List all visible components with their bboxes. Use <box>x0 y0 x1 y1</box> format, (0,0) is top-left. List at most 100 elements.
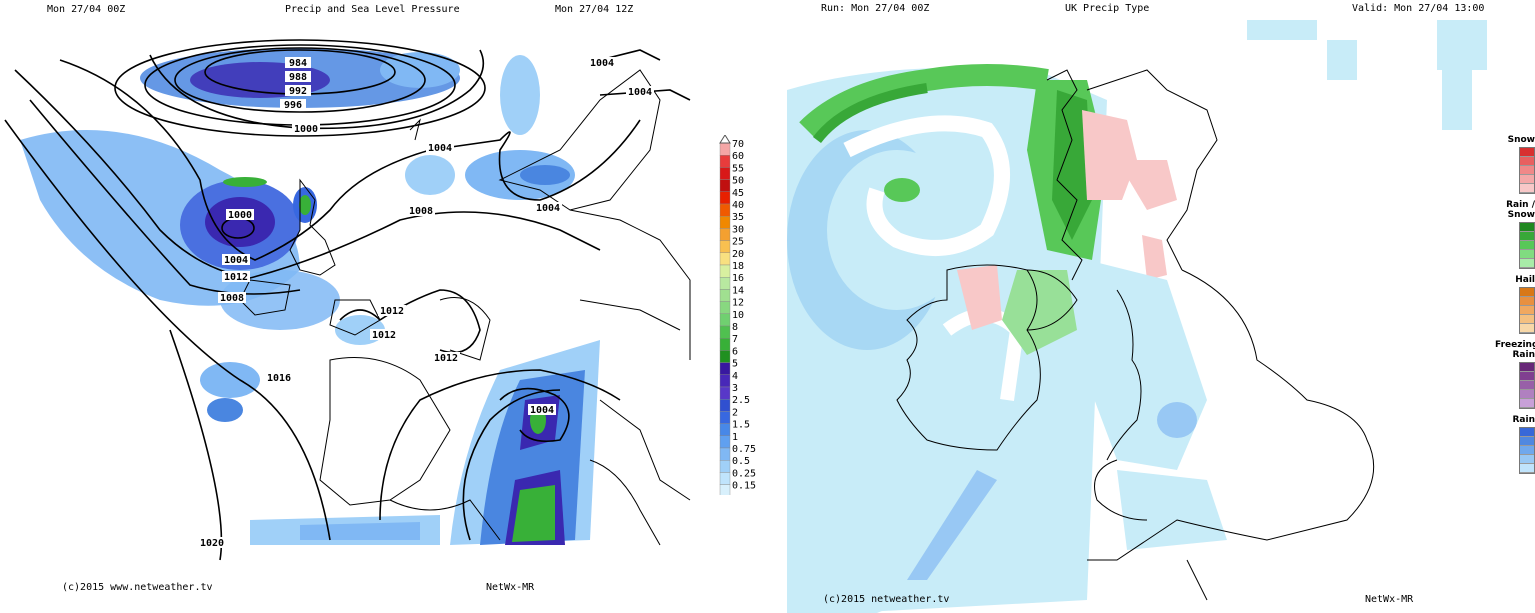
uk-precip-type-panel: Run: Mon 27/04 00Z UK Precip Type Valid:… <box>787 0 1535 613</box>
left-chart-title: Precip and Sea Level Pressure <box>285 4 460 15</box>
isobar-labels: 984 988 992 996 1000 1004 1004 1004 1004… <box>198 57 654 549</box>
scale-label: 12 <box>732 298 744 309</box>
scale-label: 35 <box>732 212 744 223</box>
scale-swatch <box>719 423 731 437</box>
isobar-label: 996 <box>284 100 302 111</box>
scale-label: 2 <box>732 407 738 418</box>
scale-label: 16 <box>732 273 744 284</box>
legend-swatch <box>1520 455 1534 464</box>
scale-swatch <box>719 301 731 315</box>
left-model-name: NetWx-MR <box>486 582 535 593</box>
scale-swatch <box>719 386 731 400</box>
precip-sea-level-pressure-panel: Mon 27/04 00Z Precip and Sea Level Press… <box>0 0 760 613</box>
isobar-label: 984 <box>289 58 307 69</box>
legend-group: Rain <box>1477 415 1535 474</box>
isobar-label: 1004 <box>224 255 248 266</box>
scale-label: 70 <box>732 139 744 150</box>
scale-label: 7 <box>732 334 738 345</box>
scale-swatch <box>719 215 731 229</box>
legend-swatch <box>1520 381 1534 390</box>
legend-swatch <box>1520 157 1534 166</box>
left-copyright: (c)2015 www.netweather.tv <box>62 582 213 593</box>
scale-swatch <box>719 191 731 205</box>
scale-label: 4 <box>732 371 738 382</box>
isobar-label: 1008 <box>220 293 244 304</box>
scale-swatch <box>719 350 731 363</box>
scale-label: 5 <box>732 359 738 370</box>
scale-swatch <box>719 374 731 388</box>
isobar-label: 1012 <box>372 330 396 341</box>
precip-type-legend: Snow Rain / Snow Hail Freezing Rain Rain <box>1477 135 1535 480</box>
scale-swatch <box>719 411 731 424</box>
legend-title: Hail <box>1515 275 1535 285</box>
legend-swatch <box>1520 306 1534 315</box>
scale-swatch <box>719 447 731 461</box>
right-run-time: Run: Mon 27/04 00Z <box>821 3 930 14</box>
pressure-map: 984 988 992 996 1000 1004 1004 1004 1004… <box>4 39 691 561</box>
legend-swatch <box>1520 399 1534 408</box>
legend-swatch <box>1520 241 1534 250</box>
legend-swatch <box>1520 184 1534 193</box>
isobar-label: 1004 <box>590 58 614 69</box>
scale-label: 18 <box>732 261 744 272</box>
legend-swatch <box>1520 437 1534 446</box>
scale-label: 0.5 <box>732 456 750 467</box>
scale-swatch <box>719 228 731 241</box>
legend-swatch <box>1520 223 1534 232</box>
legend-swatch <box>1520 175 1534 184</box>
isobars <box>4 39 691 561</box>
legend-swatch <box>1520 324 1534 333</box>
uk-coastlines <box>896 69 1375 601</box>
scale-swatch <box>719 399 731 412</box>
scale-swatch <box>719 289 731 302</box>
legend-swatch <box>1520 372 1534 381</box>
legend-bar <box>1519 222 1535 269</box>
scale-swatch <box>719 362 731 376</box>
legend-group: Freezing Rain <box>1477 340 1535 409</box>
legend-bar <box>1519 362 1535 409</box>
scale-swatch <box>719 179 731 192</box>
scale-label: 40 <box>732 200 744 211</box>
scale-swatch <box>719 313 731 327</box>
legend-title: Rain <box>1512 415 1535 425</box>
scale-label: 8 <box>732 322 738 333</box>
isobar-label: 1004 <box>536 203 560 214</box>
scale-label: 10 <box>732 310 744 321</box>
legend-swatch <box>1520 363 1534 372</box>
legend-title: Rain / Snow <box>1506 200 1535 220</box>
scale-swatch <box>719 484 731 495</box>
isobar-label: 1012 <box>434 353 458 364</box>
scale-label: 3 <box>732 383 738 394</box>
scale-label: 1.5 <box>732 420 750 431</box>
precip-areas <box>20 48 600 545</box>
scale-label: 60 <box>732 151 744 162</box>
scale-label: 45 <box>732 188 744 199</box>
legend-title: Freezing Rain <box>1495 340 1535 360</box>
scale-swatch <box>719 337 731 351</box>
legend-swatch <box>1520 232 1534 241</box>
legend-swatch <box>1520 446 1534 455</box>
scale-swatch <box>719 325 731 339</box>
scale-label: 0.25 <box>732 468 756 479</box>
scale-swatch <box>719 472 731 485</box>
scale-label: 14 <box>732 285 744 296</box>
legend-title: Snow <box>1507 135 1535 145</box>
legend-bar <box>1519 427 1535 474</box>
legend-swatch <box>1520 315 1534 324</box>
scale-label: 0.75 <box>732 444 756 455</box>
legend-swatch <box>1520 297 1534 306</box>
legend-swatch <box>1520 250 1534 259</box>
scale-swatch <box>719 252 731 266</box>
left-run-time: Mon 27/04 00Z <box>47 4 126 15</box>
legend-bar <box>1519 147 1535 194</box>
legend-group: Snow <box>1477 135 1535 194</box>
isobar-label: 1012 <box>380 306 404 317</box>
right-valid-time: Valid: Mon 27/04 13:00 <box>1352 3 1485 14</box>
scale-swatch <box>719 435 731 449</box>
legend-group: Hail <box>1477 275 1535 334</box>
scale-label: 50 <box>732 176 744 187</box>
isobar-label: 1012 <box>224 272 248 283</box>
scale-top-arrow <box>719 135 731 144</box>
scale-swatch <box>719 167 731 180</box>
